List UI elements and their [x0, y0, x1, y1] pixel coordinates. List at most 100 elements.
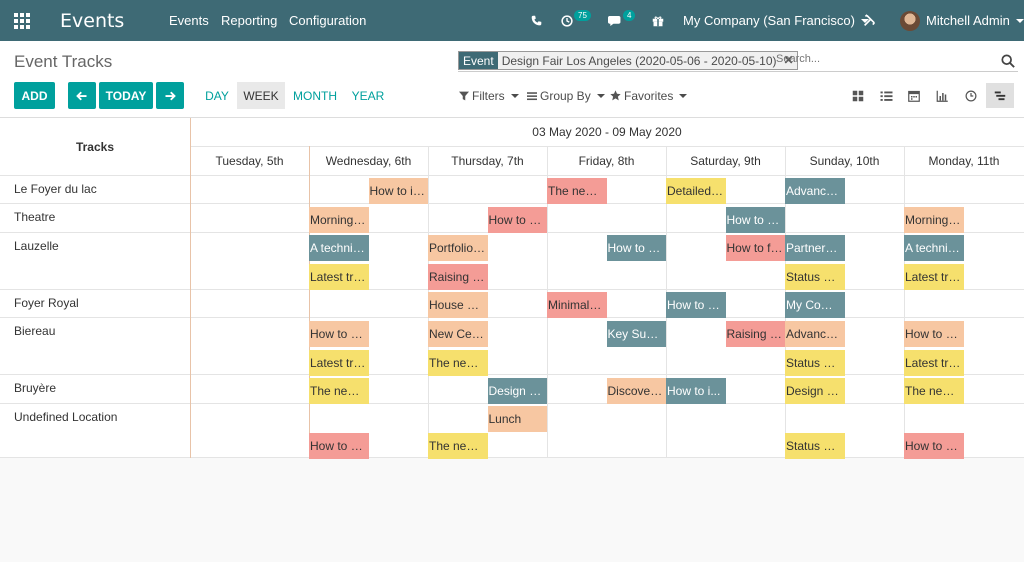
event-track-pill[interactable]: Detailed r... — [666, 178, 726, 204]
range-year[interactable]: YEAR — [351, 88, 385, 103]
event-track-pill[interactable]: Morning ... — [309, 207, 369, 233]
add-button[interactable]: ADD — [14, 82, 55, 109]
event-track-pill[interactable]: Raising q... — [725, 321, 785, 347]
chevron-down-icon — [679, 93, 688, 98]
menu-configuration[interactable]: Configuration — [289, 13, 367, 28]
event-track-pill[interactable]: Design co... — [487, 378, 547, 404]
kanban-view-button[interactable] — [844, 83, 872, 108]
debug-tools-icon[interactable] — [863, 0, 876, 41]
event-track-pill[interactable]: How to d... — [309, 433, 369, 459]
calendar-view-button[interactable] — [900, 83, 928, 108]
filters-dropdown[interactable]: Filters — [459, 82, 519, 109]
event-track-pill[interactable]: How to i... — [666, 378, 726, 404]
event-track-pill[interactable]: Latest tre... — [309, 350, 369, 376]
event-track-pill[interactable]: The new ... — [309, 378, 369, 404]
event-track-pill[interactable]: Minimal b... — [547, 292, 607, 318]
menu-reporting[interactable]: Reporting — [221, 13, 278, 28]
phone-icon[interactable] — [531, 0, 542, 41]
event-track-pill[interactable]: Portfolio ... — [428, 235, 488, 261]
event-track-pill[interactable]: How to d... — [725, 207, 785, 233]
row-divider — [0, 203, 1024, 204]
filter-icon — [459, 91, 469, 100]
group-by-dropdown[interactable]: Group By — [527, 82, 605, 109]
filters-label: Filters — [472, 88, 505, 103]
event-track-pill[interactable]: Status & ... — [785, 350, 845, 376]
user-avatar — [900, 10, 920, 31]
event-track-pill[interactable]: How to b... — [309, 321, 369, 347]
day-header: Wednesday, 6th — [325, 153, 412, 168]
activity-clock-icon[interactable]: 75 — [561, 0, 591, 41]
event-track-pill[interactable]: Latest tre... — [309, 264, 369, 290]
today-button[interactable]: TODAY — [99, 82, 153, 109]
messages-icon[interactable]: 4 — [608, 0, 636, 41]
event-track-pill[interactable]: Status & ... — [785, 433, 845, 459]
event-track-pill[interactable]: Key Succ... — [606, 321, 666, 347]
event-track-pill[interactable]: Status & ... — [785, 264, 845, 290]
company-switcher[interactable]: My Company (San Francisco) — [683, 0, 869, 41]
row-divider — [0, 317, 1024, 318]
chevron-down-icon — [510, 93, 519, 98]
event-track-pill[interactable]: How to b... — [904, 321, 964, 347]
gantt-chart: Tracks 03 May 2020 - 09 May 2020 Tuesday… — [0, 118, 1024, 459]
menu-events[interactable]: Events — [169, 13, 209, 28]
period-header: 03 May 2020 - 09 May 2020 — [532, 125, 682, 139]
event-track-pill[interactable]: Raising q... — [428, 264, 488, 290]
activity-count-badge: 75 — [574, 10, 591, 21]
search-icon[interactable] — [1001, 54, 1015, 73]
day-header: Thursday, 7th — [451, 153, 524, 168]
gift-icon[interactable] — [652, 0, 664, 41]
event-track-pill[interactable]: Lunch — [487, 406, 547, 432]
top-navbar: Events Events Reporting Configuration 75… — [0, 0, 1024, 41]
activity-view-button[interactable] — [957, 83, 985, 108]
range-day[interactable]: DAY — [205, 88, 229, 103]
star-icon — [610, 90, 621, 101]
event-track-pill[interactable]: A technic... — [309, 235, 369, 261]
event-track-pill[interactable]: How to d... — [487, 207, 547, 233]
apps-menu-icon[interactable] — [14, 0, 32, 41]
calendar-view-icon — [908, 90, 920, 102]
graph-view-icon — [936, 90, 948, 102]
event-track-pill[interactable]: Latest tre... — [904, 264, 964, 290]
event-track-pill[interactable]: Advanced... — [785, 178, 845, 204]
company-name: My Company (San Francisco) — [683, 13, 855, 28]
tracks-column-header: Tracks — [75, 139, 115, 154]
event-track-pill[interactable]: The new ... — [428, 433, 488, 459]
event-track-pill[interactable]: How to fo... — [725, 235, 785, 261]
event-track-pill[interactable]: Advanced... — [785, 321, 845, 347]
header-divider — [0, 175, 1024, 176]
user-menu[interactable]: Mitchell Admin — [900, 0, 1024, 41]
event-track-pill[interactable]: The new ... — [547, 178, 607, 204]
graph-view-button[interactable] — [928, 83, 956, 108]
event-track-pill[interactable]: Latest tre... — [904, 350, 964, 376]
range-week[interactable]: WEEK — [237, 82, 285, 109]
search-facet: Event Design Fair Los Angeles (2020-05-0… — [458, 51, 798, 70]
event-track-pill[interactable]: How to c... — [606, 235, 666, 261]
event-track-pill[interactable]: How to in... — [368, 178, 428, 204]
header-divider — [190, 146, 1024, 147]
event-track-pill[interactable]: The new ... — [428, 350, 488, 376]
list-view-button[interactable] — [872, 83, 900, 108]
event-track-pill[interactable]: Design co... — [785, 378, 845, 404]
track-row-label: Biereau — [14, 324, 56, 338]
search-input[interactable] — [776, 53, 976, 65]
gantt-view-button[interactable] — [986, 83, 1014, 108]
event-track-pill[interactable]: Morning ... — [904, 207, 964, 233]
event-track-pill[interactable]: Discover ... — [606, 378, 666, 404]
range-month[interactable]: MONTH — [293, 88, 337, 103]
event-track-pill[interactable]: The new ... — [904, 378, 964, 404]
next-button[interactable] — [156, 82, 184, 109]
event-track-pill[interactable]: New Certi... — [428, 321, 488, 347]
chevron-down-icon — [1015, 18, 1024, 23]
event-track-pill[interactable]: How to d... — [904, 433, 964, 459]
favorites-dropdown[interactable]: Favorites — [610, 82, 688, 109]
activity-view-icon — [965, 90, 977, 101]
event-track-pill[interactable]: My Comp... — [785, 292, 845, 318]
event-track-pill[interactable]: Partnersh... — [785, 235, 845, 261]
app-brand[interactable]: Events — [60, 9, 125, 32]
event-track-pill[interactable]: How to o... — [666, 292, 726, 318]
previous-button[interactable] — [68, 82, 96, 109]
event-track-pill[interactable]: House of ... — [428, 292, 488, 318]
event-track-pill[interactable]: A technic... — [904, 235, 964, 261]
search-bar: Event Design Fair Los Angeles (2020-05-0… — [458, 51, 1018, 72]
kanban-view-icon — [852, 90, 864, 101]
